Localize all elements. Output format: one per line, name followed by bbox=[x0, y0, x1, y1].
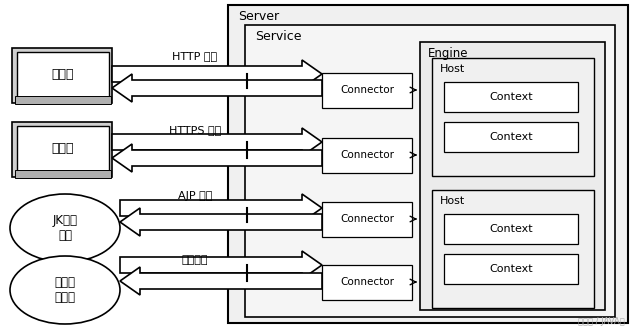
Bar bbox=[444, 254, 578, 284]
Ellipse shape bbox=[10, 256, 120, 324]
Text: Server: Server bbox=[238, 11, 279, 23]
Text: Host: Host bbox=[440, 196, 465, 206]
Bar bbox=[444, 122, 578, 152]
Text: Engine: Engine bbox=[428, 47, 468, 59]
Polygon shape bbox=[112, 60, 322, 88]
Text: 其他连
接程序: 其他连 接程序 bbox=[54, 276, 76, 304]
Bar bbox=[420, 42, 605, 310]
Bar bbox=[228, 5, 628, 323]
Text: HTTPS 协议: HTTPS 协议 bbox=[169, 125, 221, 135]
Text: Connector: Connector bbox=[340, 214, 394, 224]
Polygon shape bbox=[120, 267, 322, 295]
Bar bbox=[444, 214, 578, 244]
Bar bbox=[245, 25, 615, 317]
Polygon shape bbox=[112, 74, 322, 102]
Polygon shape bbox=[112, 128, 322, 156]
Bar bbox=[432, 58, 594, 176]
Bar bbox=[12, 48, 112, 103]
Bar bbox=[12, 122, 112, 177]
Ellipse shape bbox=[10, 194, 120, 262]
Text: 浏览器: 浏览器 bbox=[52, 142, 74, 154]
Bar bbox=[17, 52, 109, 97]
Text: AJP 协议: AJP 协议 bbox=[178, 191, 212, 201]
Text: Host: Host bbox=[440, 64, 465, 74]
Bar bbox=[322, 138, 412, 173]
Polygon shape bbox=[112, 144, 322, 172]
Text: 头条号 / JAVA馆: 头条号 / JAVA馆 bbox=[579, 317, 625, 326]
Polygon shape bbox=[120, 208, 322, 236]
Bar bbox=[432, 190, 594, 308]
Text: Context: Context bbox=[489, 224, 533, 234]
Text: Context: Context bbox=[489, 264, 533, 274]
Text: 浏览器: 浏览器 bbox=[52, 68, 74, 81]
Bar bbox=[15, 96, 111, 104]
Polygon shape bbox=[120, 194, 322, 222]
Bar bbox=[17, 126, 109, 171]
Bar bbox=[322, 265, 412, 300]
Text: Connector: Connector bbox=[340, 277, 394, 287]
Bar bbox=[444, 82, 578, 112]
Text: Context: Context bbox=[489, 92, 533, 102]
Polygon shape bbox=[120, 251, 322, 279]
Text: HTTP 协议: HTTP 协议 bbox=[172, 51, 218, 61]
Bar bbox=[15, 170, 111, 178]
Text: Connector: Connector bbox=[340, 150, 394, 160]
Text: 其他协议: 其他协议 bbox=[182, 255, 208, 265]
Text: Context: Context bbox=[489, 132, 533, 142]
Text: Connector: Connector bbox=[340, 85, 394, 95]
Text: Service: Service bbox=[255, 29, 301, 43]
Text: JK连接
程序: JK连接 程序 bbox=[52, 214, 77, 242]
Bar bbox=[322, 73, 412, 108]
Bar bbox=[322, 202, 412, 237]
